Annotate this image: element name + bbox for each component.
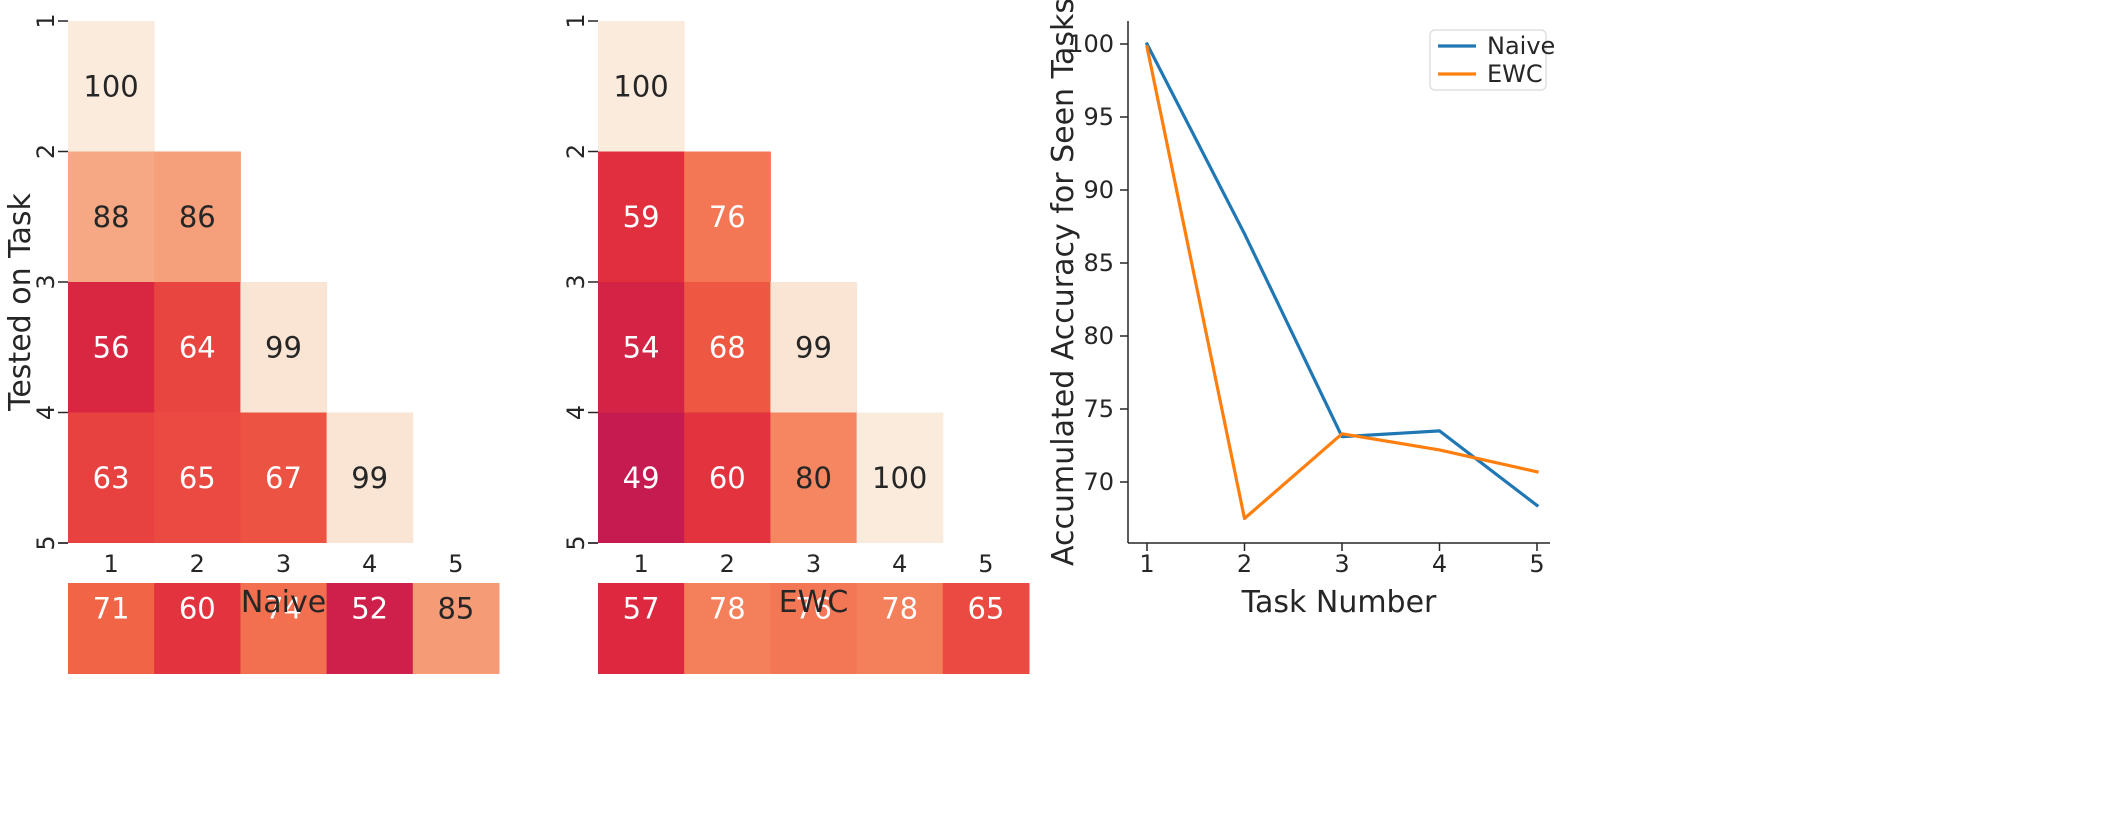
cell-value-label: 60 (179, 591, 216, 625)
y-tick-label: 2 (562, 144, 590, 159)
heatmap-naive: 100 88 86 56 64 99 63 65 67 99 71 60 74 52 85 1 2 3 4 5 1 2 3 4… (3, 13, 503, 674)
x-tick-label: 1 (1139, 550, 1154, 578)
y-tick-label: 95 (1083, 103, 1114, 131)
cell-value-label: 56 (93, 330, 130, 364)
heatmap-cell (598, 21, 685, 152)
y-axis-label: Accumulated Accuracy for Seen Tasks (1046, 0, 1081, 566)
y-tick-label: 90 (1083, 176, 1114, 204)
cell-value-label: 80 (795, 461, 832, 495)
y-tick-label: 3 (562, 274, 590, 289)
cell-value-label: 86 (179, 200, 216, 234)
cell-value-label: 60 (709, 461, 746, 495)
heatmap-cell (68, 282, 155, 413)
heatmap-cell (770, 282, 858, 413)
cell-value-label: 78 (881, 591, 918, 625)
x-tick-label: 5 (1529, 550, 1544, 578)
heatmap-cell (856, 412, 944, 544)
legend-label: Naive (1487, 32, 1555, 60)
heatmap-cell (240, 282, 328, 413)
cell-value-label: 71 (93, 591, 130, 625)
y-tick-label: 4 (562, 405, 590, 420)
cell-value-label: 64 (179, 330, 216, 364)
heatmap-cell (598, 412, 685, 544)
cell-value-label: 85 (437, 591, 474, 625)
y-tick-label: 5 (32, 535, 60, 550)
cell-value-label: 52 (351, 591, 388, 625)
cell-value-label: 99 (265, 330, 302, 364)
heatmap-cell (684, 151, 771, 283)
y-tick-label: 5 (562, 535, 590, 550)
heatmap-cell (154, 282, 241, 413)
y-tick-label: 100 (1068, 30, 1114, 58)
x-tick-label: 2 (720, 550, 735, 578)
cell-value-label: 65 (179, 461, 216, 495)
legend-label: EWC (1487, 60, 1543, 88)
y-tick-label: 85 (1083, 249, 1114, 277)
cell-value-label: 88 (93, 200, 130, 234)
cell-value-label: 67 (265, 461, 302, 495)
cell-value-label: 100 (872, 461, 927, 495)
heatmap-cell (68, 412, 155, 544)
heatmap-cell (598, 282, 685, 413)
y-tick-label: 80 (1083, 322, 1114, 350)
x-axis-label: Naive (241, 585, 326, 620)
heatmap-cell (68, 21, 155, 152)
x-tick-label: 2 (190, 550, 205, 578)
cell-value-label: 76 (709, 200, 746, 234)
cell-value-label: 57 (623, 591, 660, 625)
heatmap-cell (240, 412, 328, 544)
series-line-naive (1144, 41, 1540, 508)
heatmap-cell (684, 412, 771, 544)
axis-clip (596, 543, 1033, 583)
x-tick-label: 5 (448, 550, 463, 578)
x-tick-label: 3 (276, 550, 291, 578)
cell-value-label: 59 (623, 200, 660, 234)
cell-value-label: 99 (351, 461, 388, 495)
x-tick-label: 1 (103, 550, 118, 578)
heatmap-cell (154, 412, 241, 544)
heatmap-cell (154, 151, 241, 283)
cell-value-label: 54 (623, 330, 660, 364)
series-line-ewc (1145, 45, 1539, 521)
axis-clip (66, 543, 503, 583)
cell-value-label: 63 (93, 461, 130, 495)
y-tick-label: 2 (32, 144, 60, 159)
heatmap-cell (326, 412, 414, 544)
y-tick-label: 75 (1083, 395, 1114, 423)
x-axis-label: EWC (779, 585, 849, 620)
cell-value-label: 76 (795, 591, 832, 625)
y-tick-label: 1 (32, 13, 60, 28)
x-tick-label: 4 (1432, 550, 1447, 578)
x-tick-label: 2 (1237, 550, 1252, 578)
cell-value-label: 74 (265, 591, 302, 625)
heatmap-cell (68, 151, 155, 283)
x-axis-label: Task Number (1241, 585, 1437, 620)
y-tick-label: 4 (32, 405, 60, 420)
cell-value-label: 78 (709, 591, 746, 625)
cell-value-label: 49 (623, 461, 660, 495)
y-tick-label: 1 (562, 13, 590, 28)
cell-value-label: 100 (613, 69, 668, 103)
heatmap-cell (684, 282, 771, 413)
x-tick-label: 3 (1334, 550, 1349, 578)
x-tick-label: 3 (806, 550, 821, 578)
line-chart: 70 75 80 85 90 95 100 1 2 3 4 5 Task Number Accumulat… (1046, 0, 1555, 620)
heatmap-cell (598, 151, 685, 283)
y-tick-label: 70 (1083, 468, 1114, 496)
y-tick-label: 3 (32, 274, 60, 289)
y-axis-label: Tested on Task (3, 192, 38, 411)
cell-value-label: 99 (795, 330, 832, 364)
x-tick-label: 5 (978, 550, 993, 578)
x-tick-label: 1 (633, 550, 648, 578)
cell-value-label: 100 (83, 69, 138, 103)
heatmap-cell (770, 412, 858, 544)
cell-value-label: 65 (967, 591, 1004, 625)
x-tick-label: 4 (362, 550, 377, 578)
cell-value-label: 68 (709, 330, 746, 364)
x-tick-label: 4 (892, 550, 907, 578)
